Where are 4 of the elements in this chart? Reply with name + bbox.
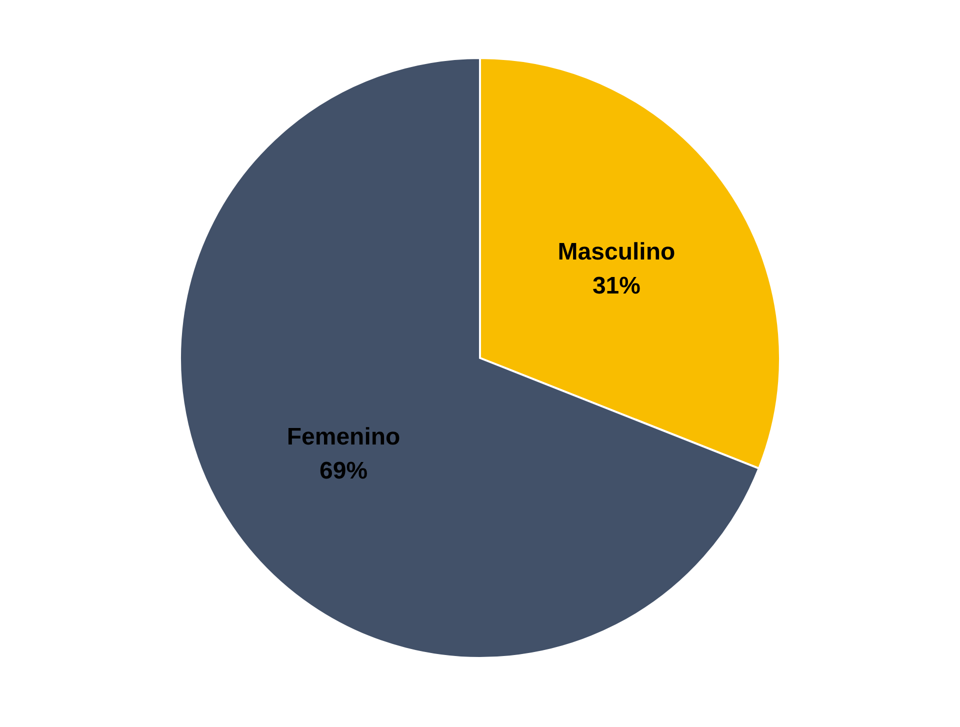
slice-label: Femenino: [286, 424, 400, 451]
slice-label: Masculino: [558, 238, 676, 266]
data-label: 69%: [320, 458, 368, 485]
data-label: 31%: [592, 272, 640, 300]
